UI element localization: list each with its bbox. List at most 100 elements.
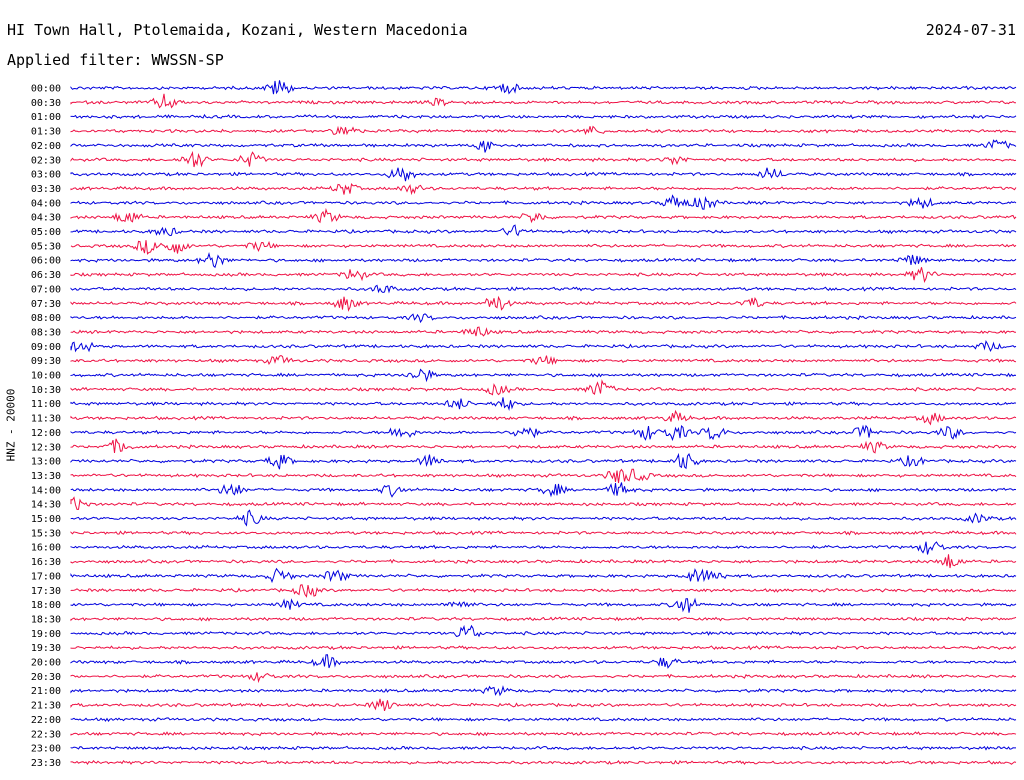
time-label: 00:00 (31, 84, 61, 95)
seismic-trace-line (70, 93, 1017, 109)
seismic-trace-line (70, 284, 1017, 294)
seismic-trace-line (70, 224, 1017, 237)
time-label: 21:30 (31, 701, 61, 712)
seismic-trace-line (70, 624, 1017, 638)
time-label: 04:00 (31, 198, 61, 209)
seismic-trace-line (70, 397, 1017, 411)
seismic-trace-line (70, 685, 1017, 697)
seismic-trace-line (70, 113, 1017, 120)
seismic-trace-line (70, 645, 1017, 651)
time-label: 05:30 (31, 241, 61, 252)
seismic-trace-line (70, 717, 1017, 722)
time-label: 01:30 (31, 127, 61, 138)
seismic-trace-line (70, 150, 1017, 168)
time-label: 07:30 (31, 299, 61, 310)
time-label: 03:00 (31, 170, 61, 181)
time-label: 10:00 (31, 371, 61, 382)
time-label: 09:00 (31, 342, 61, 353)
seismic-trace-line (70, 80, 1017, 95)
time-label: 05:00 (31, 227, 61, 238)
seismic-trace-line (70, 698, 1017, 712)
seismic-trace-line (70, 251, 1017, 269)
time-label: 17:00 (31, 571, 61, 582)
time-label: 19:00 (31, 629, 61, 640)
seismic-trace-line (70, 379, 1017, 396)
seismic-trace-line (70, 267, 1017, 283)
time-label: 16:00 (31, 543, 61, 554)
seismic-trace-line (70, 125, 1017, 136)
seismic-traces (70, 80, 1017, 766)
time-label: 11:30 (31, 414, 61, 425)
time-label: 08:00 (31, 313, 61, 324)
station-title: HI Town Hall, Ptolemaida, Kozani, Wester… (7, 21, 468, 39)
time-label: 11:00 (31, 399, 61, 410)
time-label: 15:30 (31, 528, 61, 539)
time-label: 15:00 (31, 514, 61, 525)
time-label: 12:00 (31, 428, 61, 439)
time-label: 13:30 (31, 471, 61, 482)
time-label: 07:00 (31, 284, 61, 295)
seismic-trace-line (70, 597, 1017, 613)
seismic-trace-line (70, 567, 1017, 584)
time-label: 18:00 (31, 600, 61, 611)
seismic-trace-line (70, 207, 1017, 224)
time-label: 16:30 (31, 557, 61, 568)
time-label: 23:30 (31, 758, 61, 769)
time-label: 13:00 (31, 457, 61, 468)
time-label: 14:30 (31, 500, 61, 511)
time-label: 23:00 (31, 744, 61, 755)
time-label: 10:30 (31, 385, 61, 396)
seismic-trace-line (70, 482, 1017, 498)
seismic-trace-line (70, 340, 1017, 353)
time-label: 20:00 (31, 658, 61, 669)
filter-label: Applied filter: WWSSN-SP (7, 51, 224, 69)
time-label: 17:30 (31, 586, 61, 597)
time-label: 03:30 (31, 184, 61, 195)
seismic-trace-line (70, 183, 1017, 196)
seismic-trace-line (70, 452, 1017, 470)
seismic-trace-line (70, 424, 1017, 442)
seismic-trace-line (70, 616, 1017, 622)
seismic-trace-line (70, 672, 1017, 684)
seismic-trace-line (70, 554, 1017, 569)
time-label: 04:30 (31, 213, 61, 224)
time-label: 20:30 (31, 672, 61, 683)
seismic-trace-line (70, 745, 1016, 751)
seismic-trace-line (70, 326, 1016, 337)
time-label: 01:00 (31, 112, 61, 123)
seismic-trace-line (70, 496, 1016, 510)
time-label: 02:00 (31, 141, 61, 152)
time-label: 08:30 (31, 327, 61, 338)
seismic-trace-line (70, 409, 1017, 426)
time-label: 02:30 (31, 155, 61, 166)
plot-date: 2024-07-31 (925, 21, 1016, 39)
seismic-trace-line (70, 139, 1017, 153)
seismic-trace-line (70, 759, 1017, 766)
time-label: 19:30 (31, 643, 61, 654)
seismic-trace-line (70, 295, 1017, 312)
time-label: 22:30 (31, 729, 61, 740)
time-label: 06:30 (31, 270, 61, 281)
time-labels: 00:00 00:30 01:00 01:30 02:00 02:30 03:00 03:30… (31, 84, 61, 769)
seismic-trace-line (70, 541, 1017, 555)
seismic-trace-line (70, 468, 1017, 484)
seismic-trace-line (70, 167, 1017, 182)
seismic-trace-line (70, 530, 1017, 536)
time-label: 12:30 (31, 442, 61, 453)
seismic-trace-line (70, 355, 1017, 366)
seismic-trace-line (70, 731, 1017, 737)
time-label: 09:30 (31, 356, 61, 367)
seismic-trace-line (70, 509, 1017, 527)
seismic-trace-line (70, 584, 1017, 598)
time-label: 14:00 (31, 485, 61, 496)
time-label: 22:00 (31, 715, 61, 726)
time-label: 06:00 (31, 256, 61, 267)
time-label: 18:30 (31, 614, 61, 625)
seismic-trace-line (70, 438, 1017, 454)
seismic-trace-line (70, 654, 1017, 669)
seismic-trace-line (70, 368, 1017, 383)
time-label: 00:30 (31, 98, 61, 109)
seismic-trace-line (70, 194, 1017, 210)
seismic-trace-line (70, 313, 1017, 324)
